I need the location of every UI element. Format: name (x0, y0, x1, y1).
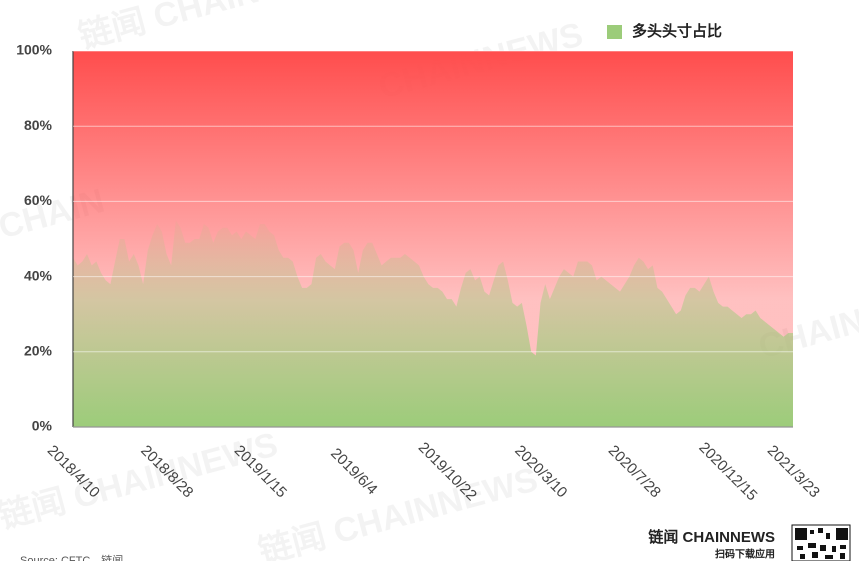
y-tick-label: 40% (24, 267, 53, 283)
svg-text:链闻 CHAINNEWS: 链闻 CHAINNEWS (75, 0, 362, 56)
plot-area (73, 51, 793, 427)
x-tick-label: 2020/12/15 (695, 439, 760, 504)
legend-label: 多头头寸占比 (632, 22, 722, 40)
y-tick-label: 100% (16, 42, 52, 58)
y-tick-label: 60% (24, 192, 53, 208)
x-tick-label: 2019/6/4 (327, 445, 380, 498)
y-tick-label: 0% (32, 418, 53, 434)
source-note: Source: CFTC，链闻 (20, 553, 123, 561)
brand-sub: 扫码下载应用 (715, 548, 775, 561)
legend-swatch (607, 25, 622, 39)
x-tick-label: 2020/7/28 (605, 442, 664, 501)
y-tick-label: 80% (24, 117, 53, 133)
qr-code (791, 524, 851, 562)
svg-text:链闻 CHAINNEWS: 链闻 CHAINNEWS (0, 425, 282, 536)
x-tick-label: 2021/3/23 (764, 442, 823, 501)
brand: 链闻 CHAINNEWS (648, 528, 775, 546)
area (73, 220, 793, 427)
svg-text:链闻 CHAINNEWS: 链闻 CHAINNEWS (255, 460, 542, 561)
y-tick-label: 20% (24, 343, 53, 359)
